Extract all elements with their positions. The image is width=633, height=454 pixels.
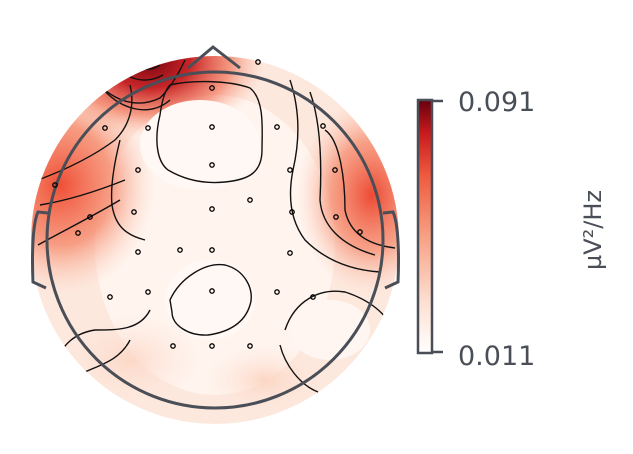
sensor-marker: [255, 59, 261, 65]
sensor-marker: [209, 162, 215, 168]
colorbar-min-label: 0.011: [458, 341, 535, 372]
colorbar-unit-label: µV²/Hz: [579, 190, 607, 270]
sensor-marker: [274, 289, 280, 295]
sensor-marker: [287, 250, 293, 256]
sensor-marker: [209, 85, 215, 91]
sensor-marker: [357, 229, 363, 235]
head-outline: [31, 45, 400, 410]
sensor-marker: [287, 167, 293, 173]
sensor-marker: [209, 124, 215, 130]
contour-line: [84, 339, 131, 373]
sensor-marker: [209, 206, 215, 212]
sensor-marker: [320, 123, 326, 129]
sensor-marker: [274, 124, 280, 130]
left-ear: [31, 210, 49, 290]
sensor-marker: [87, 214, 93, 220]
contour-line: [324, 129, 396, 249]
sensor-marker: [102, 125, 108, 131]
sensor-marker: [310, 294, 316, 300]
sensor-marker: [75, 230, 81, 236]
contour-line: [309, 91, 376, 256]
sensor-marker: [131, 209, 137, 215]
colorbar-max-label: 0.091: [458, 87, 535, 118]
colorbar-frame: [416, 98, 434, 355]
head-circle: [45, 70, 385, 410]
colorbar: 0.091 0.011 µV²/Hz: [416, 87, 607, 372]
sensor-marker: [135, 249, 141, 255]
sensor-marker: [209, 288, 215, 294]
sensor-marker: [332, 167, 338, 173]
sensor-marker: [145, 289, 151, 295]
sensor-marker: [247, 343, 253, 349]
sensor-marker: [289, 209, 295, 215]
sensor-marker: [135, 167, 141, 173]
contour-line: [169, 263, 252, 336]
contour-line: [289, 79, 381, 273]
sensor-marker: [247, 197, 253, 203]
sensor-marker: [209, 247, 215, 253]
sensor-marker: [170, 343, 176, 349]
contour-line: [156, 80, 263, 184]
right-ear: [382, 210, 400, 290]
sensor-marker: [209, 343, 215, 349]
contour-line: [99, 84, 171, 111]
sensor-markers: [52, 59, 363, 349]
sensor-marker: [145, 125, 151, 131]
contour-line: [89, 59, 186, 104]
colorbar-gradient: [418, 100, 432, 353]
contour-line: [129, 59, 161, 70]
nose: [187, 45, 241, 70]
contour-line: [39, 179, 126, 206]
contour-line: [279, 344, 319, 393]
sensor-marker: [177, 247, 183, 253]
sensor-marker: [107, 294, 113, 300]
sensor-marker: [52, 182, 58, 188]
sensor-marker: [333, 214, 339, 220]
